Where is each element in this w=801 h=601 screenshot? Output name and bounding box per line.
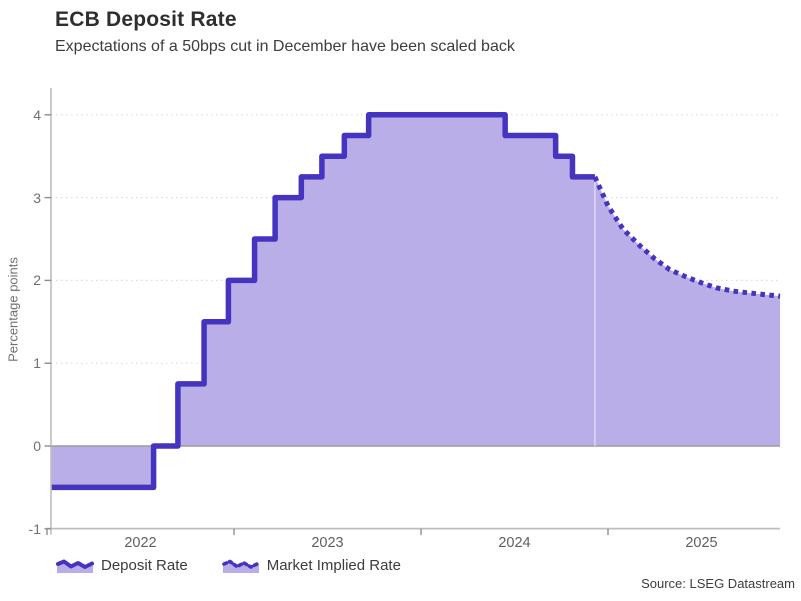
legend-item-deposit-rate: Deposit Rate (56, 557, 188, 574)
y-tick-label: 1 (33, 355, 41, 372)
y-tick-label: 4 (33, 106, 41, 123)
x-tick-label: 2022 (124, 535, 157, 551)
chart-subtitle: Expectations of a 50bps cut in December … (55, 38, 515, 55)
legend-label-market-implied-rate: Market Implied Rate (266, 557, 401, 574)
deposit-rate-line (50, 112, 595, 491)
deposit-rate-legend-icon (56, 559, 94, 573)
x-tick-label: 2024 (498, 535, 531, 551)
y-tick-label: 3 (33, 189, 41, 206)
market-implied-area (594, 176, 781, 446)
market-implied-rate-legend-icon (221, 559, 260, 573)
chart-title: ECB Deposit Rate (55, 8, 237, 31)
legend: Deposit Rate Market Implied Rate (56, 557, 401, 574)
y-tick-label: 2 (33, 272, 41, 289)
x-tick-label: 2023 (311, 535, 344, 551)
y-tick-label: -1 (28, 520, 41, 537)
source-attribution: Source: LSEG Datastream (641, 576, 795, 591)
deposit-rate-area (50, 114, 595, 488)
x-tick-label: 2025 (685, 535, 718, 551)
legend-label-deposit-rate: Deposit Rate (101, 557, 188, 574)
legend-item-market-implied-rate: Market Implied Rate (221, 557, 401, 574)
y-tick-label: 0 (33, 438, 41, 454)
